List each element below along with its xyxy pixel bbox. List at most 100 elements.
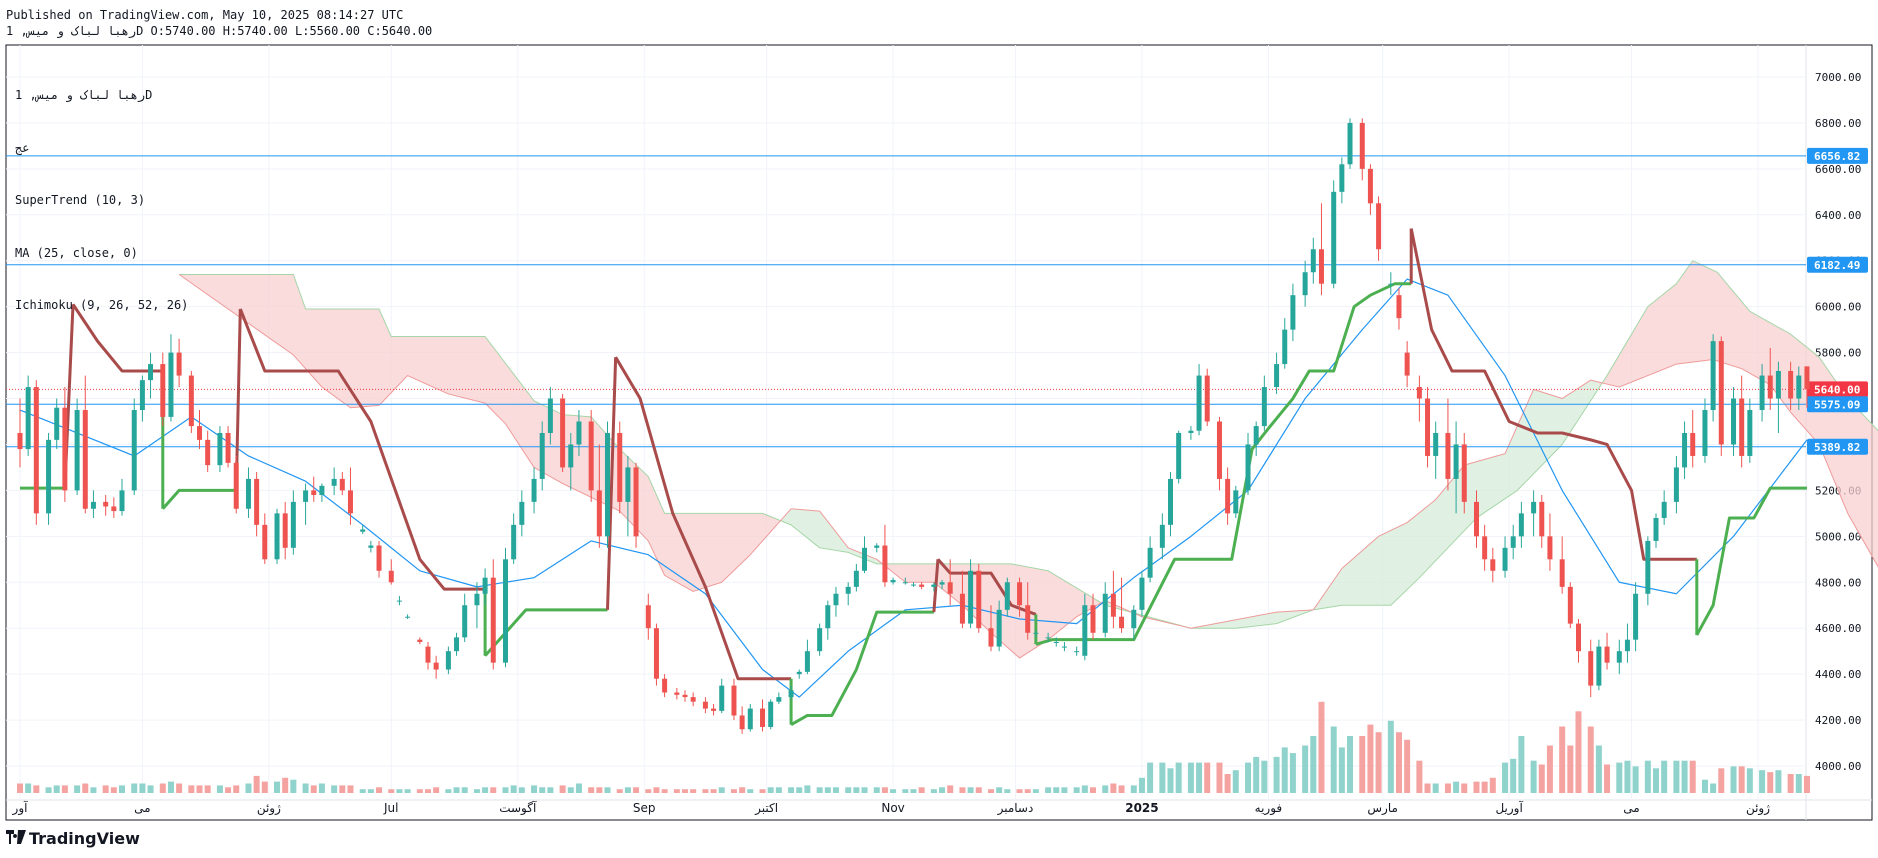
volume-bar bbox=[376, 787, 383, 793]
volume-bar bbox=[1673, 760, 1680, 793]
candle bbox=[1682, 421, 1688, 479]
candle-body bbox=[1575, 623, 1581, 652]
volume-bar bbox=[1110, 783, 1117, 793]
legend-ichimoku[interactable]: Ichimoku (9, 26, 52, 26) bbox=[15, 298, 189, 312]
legend-supertrend[interactable]: SuperTrend (10, 3) bbox=[15, 193, 146, 207]
supertrend-flip bbox=[234, 308, 242, 491]
candle-body bbox=[282, 513, 288, 548]
price-level-tag: 5389.82 bbox=[1807, 438, 1868, 455]
candle bbox=[417, 637, 423, 645]
candle-body bbox=[33, 387, 39, 514]
candle bbox=[1461, 432, 1467, 514]
candle-body bbox=[902, 582, 908, 584]
volume-bar bbox=[1281, 747, 1288, 793]
candle bbox=[1575, 619, 1581, 663]
volume-bar bbox=[531, 785, 538, 793]
candle-body bbox=[1547, 536, 1553, 560]
kumo-bearish bbox=[1598, 260, 1878, 567]
candle bbox=[947, 559, 953, 606]
candle bbox=[1053, 637, 1059, 647]
candle-body bbox=[996, 609, 1002, 647]
candle bbox=[1731, 387, 1737, 456]
volume-bar bbox=[1444, 783, 1451, 793]
candle-body bbox=[617, 432, 623, 502]
legend-symbol[interactable]: رهبا لباک و میس, 1D bbox=[15, 88, 153, 102]
y-tick-label: 5800.00 bbox=[1815, 347, 1861, 360]
candle-body bbox=[25, 387, 31, 450]
candle bbox=[833, 586, 839, 617]
volume-bar bbox=[188, 785, 195, 793]
candle bbox=[1176, 430, 1182, 484]
candle-body bbox=[1090, 605, 1096, 633]
candle bbox=[1759, 364, 1765, 422]
candle-body bbox=[1274, 364, 1280, 388]
candle-body bbox=[662, 678, 668, 693]
volume-bar bbox=[767, 787, 774, 793]
volume-bar bbox=[975, 787, 982, 793]
candle-body bbox=[62, 407, 68, 491]
volume-bar bbox=[902, 789, 909, 793]
x-tick-label: آوریل bbox=[1495, 800, 1523, 816]
candle bbox=[1339, 157, 1345, 204]
volume-bar bbox=[482, 787, 489, 793]
candle-body bbox=[702, 701, 708, 709]
candle-body bbox=[339, 478, 345, 491]
candle-body bbox=[1025, 605, 1031, 633]
volume-bar bbox=[1216, 762, 1223, 793]
volume-bar bbox=[61, 785, 68, 793]
candle bbox=[262, 513, 268, 564]
candle bbox=[139, 375, 145, 422]
x-tick-label: اکتبر bbox=[754, 801, 778, 816]
tradingview-brand[interactable]: TradingView bbox=[6, 829, 140, 848]
candle-body bbox=[1310, 249, 1316, 273]
volume-bar bbox=[624, 787, 631, 793]
candle-body bbox=[1139, 577, 1145, 610]
candle bbox=[1061, 641, 1067, 652]
candle-body bbox=[825, 605, 831, 629]
volume-bar bbox=[1032, 789, 1039, 793]
volume-bar bbox=[616, 789, 623, 793]
candle bbox=[645, 593, 651, 640]
candle bbox=[319, 483, 325, 502]
volume-bar bbox=[302, 783, 309, 793]
candle bbox=[1347, 118, 1353, 169]
volume-bar bbox=[702, 789, 709, 793]
legend-moving-average[interactable]: MA (25, close, 0) bbox=[15, 245, 138, 260]
candle bbox=[853, 563, 859, 592]
candle bbox=[1775, 361, 1781, 433]
candle bbox=[1119, 577, 1125, 633]
candle bbox=[1074, 646, 1080, 656]
volume-bar bbox=[910, 789, 917, 793]
candle bbox=[1367, 164, 1373, 215]
candle-body bbox=[747, 708, 753, 730]
volume-bar bbox=[645, 789, 652, 793]
candle bbox=[274, 508, 280, 564]
volume-bar bbox=[1130, 785, 1137, 793]
candle-body bbox=[205, 439, 211, 466]
volume-bar bbox=[967, 787, 974, 793]
candle-body bbox=[176, 352, 182, 376]
volume-bar bbox=[1453, 781, 1460, 793]
candle-body bbox=[290, 501, 296, 548]
candle bbox=[445, 646, 451, 675]
candle-body bbox=[1045, 637, 1051, 639]
candle-body bbox=[588, 421, 594, 491]
candle-body bbox=[1196, 375, 1202, 431]
candle-body bbox=[1033, 632, 1039, 634]
candle-body bbox=[1624, 639, 1630, 652]
volume-bar bbox=[1681, 760, 1688, 793]
candle bbox=[1718, 336, 1724, 456]
candle bbox=[148, 352, 154, 399]
volume-bar bbox=[1138, 777, 1145, 793]
volume-bar bbox=[939, 787, 946, 793]
candle-body bbox=[445, 651, 451, 670]
volume-bar bbox=[1359, 736, 1366, 793]
candle bbox=[33, 380, 39, 525]
candle-body bbox=[1318, 249, 1324, 284]
volume-bar bbox=[245, 783, 252, 793]
volume-bar bbox=[1595, 745, 1602, 793]
candle-body bbox=[1739, 398, 1745, 456]
candle-body bbox=[719, 685, 725, 711]
candle bbox=[845, 582, 851, 606]
